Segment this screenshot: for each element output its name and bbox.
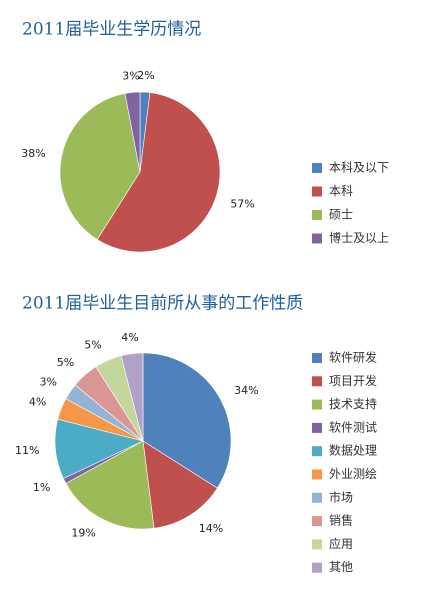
- legend-label: 数据处理: [329, 443, 377, 458]
- legend-label: 外业测绘: [329, 466, 377, 481]
- data-label: 19%: [71, 527, 95, 540]
- data-label: 11%: [15, 444, 39, 457]
- legend-label: 本科: [329, 184, 353, 198]
- legend-swatch: [312, 422, 322, 433]
- legend-label: 技术支持: [329, 396, 377, 411]
- data-label: 14%: [199, 522, 223, 535]
- legend-label: 应用: [329, 536, 353, 551]
- legend-swatch: [312, 399, 322, 410]
- data-label: 5%: [57, 356, 74, 369]
- data-label: 57%: [230, 198, 254, 211]
- data-label: 3%: [40, 376, 57, 389]
- legend-swatch: [312, 516, 322, 527]
- legend-swatch: [312, 539, 322, 550]
- data-label: 3%: [122, 69, 139, 82]
- legend-label: 博士及以上: [329, 230, 389, 245]
- pie-slice: [120, 352, 144, 442]
- legend-swatch: [312, 163, 322, 173]
- legend-label: 其他: [329, 560, 353, 574]
- pie-slice: [96, 92, 221, 253]
- data-label: 2%: [137, 69, 154, 82]
- pie-slice: [142, 440, 218, 529]
- legend-label: 项目开发: [329, 373, 377, 388]
- legend-label: 市场: [329, 489, 353, 504]
- pie-slice: [59, 93, 141, 240]
- chart-title: 2011届毕业生学历情况: [22, 20, 201, 40]
- legend-label: 本科及以下: [329, 161, 389, 175]
- legend-label: 销售: [329, 513, 353, 528]
- legend-swatch: [312, 353, 322, 363]
- legend-swatch: [312, 446, 322, 457]
- legend-swatch: [312, 210, 322, 220]
- legend-swatch: [312, 492, 322, 503]
- legend-swatch: [312, 233, 322, 244]
- legend-swatch: [312, 376, 322, 387]
- pie-slice: [124, 91, 141, 173]
- data-label: 5%: [84, 339, 101, 352]
- pie-slice: [65, 440, 155, 530]
- legend-swatch: [312, 562, 322, 573]
- legend-label: 软件研发: [329, 350, 377, 365]
- legend-swatch: [312, 469, 322, 480]
- legend-swatch: [312, 186, 322, 197]
- data-label: 4%: [29, 396, 46, 409]
- data-label: 4%: [121, 331, 138, 344]
- data-label: 38%: [21, 147, 45, 160]
- data-label: 1%: [33, 481, 50, 494]
- pie-slice: [142, 352, 232, 489]
- chart-title: 2011届毕业生目前所从事的工作性质: [22, 294, 303, 314]
- legend-label: 硕士: [329, 208, 353, 222]
- legend-label: 软件测试: [329, 419, 377, 434]
- data-label: 34%: [234, 384, 258, 397]
